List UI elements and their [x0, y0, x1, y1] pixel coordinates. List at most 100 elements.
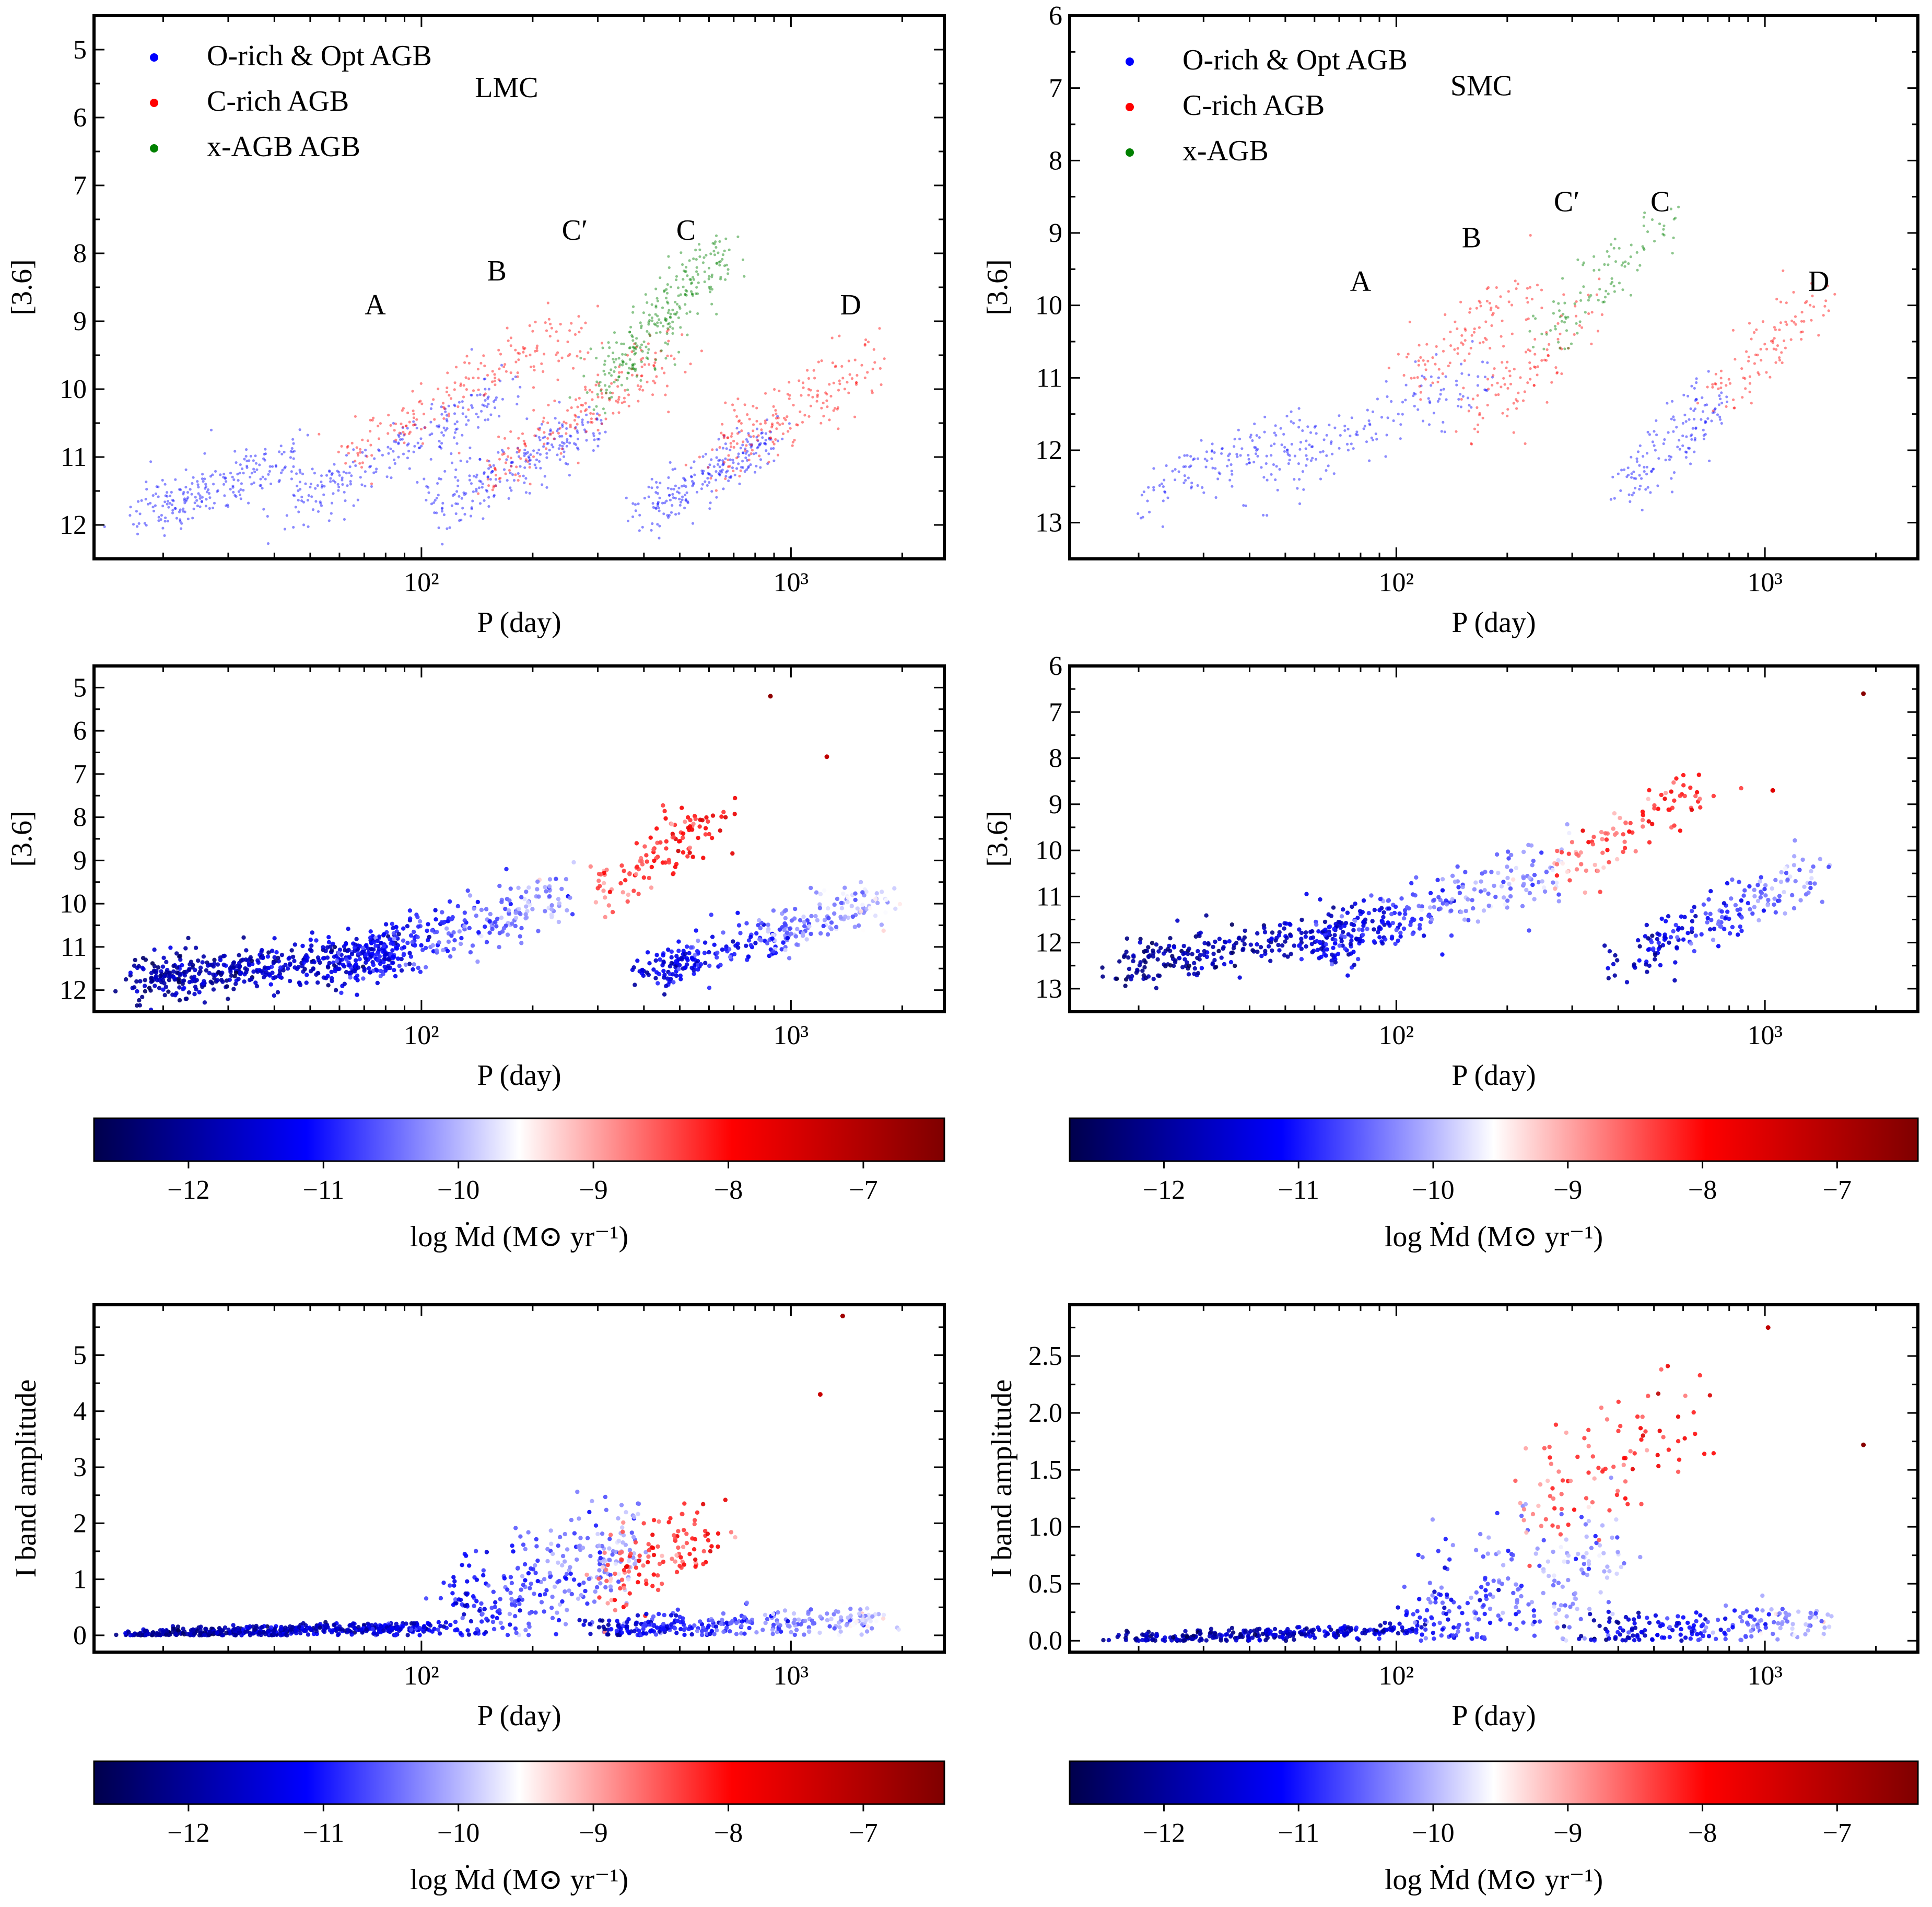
data-point: [654, 826, 659, 831]
data-point: [1509, 868, 1514, 873]
data-point: [421, 442, 425, 445]
data-point: [1619, 489, 1622, 493]
data-point: [1552, 312, 1555, 315]
data-point: [692, 968, 696, 973]
data-point: [681, 333, 684, 336]
data-point: [721, 447, 724, 450]
data-point: [417, 401, 421, 404]
data-point: [543, 436, 546, 439]
data-point: [1725, 395, 1728, 399]
data-point: [1500, 335, 1503, 338]
data-point: [1361, 923, 1366, 928]
data-point: [759, 458, 763, 461]
data-point: [1556, 858, 1561, 863]
data-point: [448, 394, 451, 397]
data-point: [664, 341, 667, 344]
data-point: [441, 543, 444, 546]
data-point: [523, 442, 526, 445]
data-point: [168, 945, 173, 950]
data-point: [341, 476, 344, 479]
data-point: [736, 945, 741, 950]
data-point: [483, 472, 486, 475]
data-point: [651, 393, 654, 396]
data-point: [741, 258, 745, 261]
data-point: [1675, 945, 1679, 950]
data-point: [1143, 976, 1149, 980]
data-point: [1360, 928, 1365, 932]
data-point: [340, 444, 343, 448]
data-point: [736, 923, 742, 928]
data-point: [1708, 911, 1713, 916]
data-point: [1427, 423, 1431, 426]
data-point: [822, 415, 825, 418]
data-point: [700, 818, 705, 823]
data-point: [1475, 307, 1478, 310]
data-point: [763, 442, 766, 445]
data-point: [387, 414, 390, 417]
data-point: [535, 344, 539, 347]
data-point: [357, 957, 362, 962]
data-point: [524, 491, 528, 494]
data-point: [304, 482, 307, 485]
data-point: [1648, 433, 1651, 436]
data-point: [1329, 442, 1332, 445]
data-point: [1780, 351, 1783, 354]
data-point: [1725, 405, 1728, 408]
data-point: [811, 395, 814, 399]
data-point: [1630, 472, 1633, 475]
data-point: [1640, 477, 1643, 480]
data-point: [1752, 905, 1757, 909]
data-point: [735, 415, 739, 418]
data-point: [383, 952, 388, 957]
data-point: [654, 507, 658, 510]
data-point: [764, 432, 767, 435]
data-point: [1461, 343, 1465, 346]
data-point: [385, 475, 389, 478]
data-point: [1669, 207, 1672, 210]
data-point: [1137, 963, 1142, 968]
data-point: [791, 440, 794, 444]
data-point: [1340, 943, 1345, 948]
data-point: [437, 426, 440, 429]
data-point: [370, 952, 375, 956]
data-point: [1478, 413, 1481, 416]
data-point: [401, 938, 406, 943]
data-point: [733, 473, 736, 476]
data-point: [522, 474, 525, 477]
data-point: [1540, 879, 1544, 884]
data-point: [1810, 282, 1813, 285]
data-point: [1431, 356, 1434, 359]
data-point: [722, 434, 725, 437]
data-point: [1437, 376, 1440, 379]
data-point: [1138, 940, 1142, 945]
x-tick-label: 10²: [1379, 1021, 1414, 1050]
data-point: [746, 938, 752, 943]
data-point: [160, 513, 163, 517]
data-point: [687, 824, 693, 829]
data-point: [1414, 392, 1417, 396]
data-point: [1321, 450, 1325, 453]
data-point: [516, 885, 521, 891]
data-point: [576, 437, 580, 441]
legend-label: x-AGB AGB: [207, 131, 360, 163]
data-point: [1783, 866, 1788, 871]
data-point: [665, 499, 668, 502]
data-point: [759, 423, 762, 426]
legend-label: C-rich AGB: [207, 85, 349, 118]
data-point: [549, 322, 552, 325]
data-point: [1507, 300, 1511, 303]
data-point: [620, 401, 624, 404]
data-point: [1496, 381, 1499, 384]
data-point: [656, 502, 659, 506]
data-point: [1526, 287, 1529, 290]
data-point: [1331, 905, 1336, 910]
data-point: [335, 958, 339, 963]
data-point: [807, 377, 810, 380]
data-point: [397, 442, 400, 446]
data-point: [1638, 264, 1642, 267]
data-point: [1575, 322, 1578, 325]
data-point: [346, 444, 349, 448]
data-point: [1242, 504, 1245, 507]
data-point: [1439, 393, 1442, 396]
